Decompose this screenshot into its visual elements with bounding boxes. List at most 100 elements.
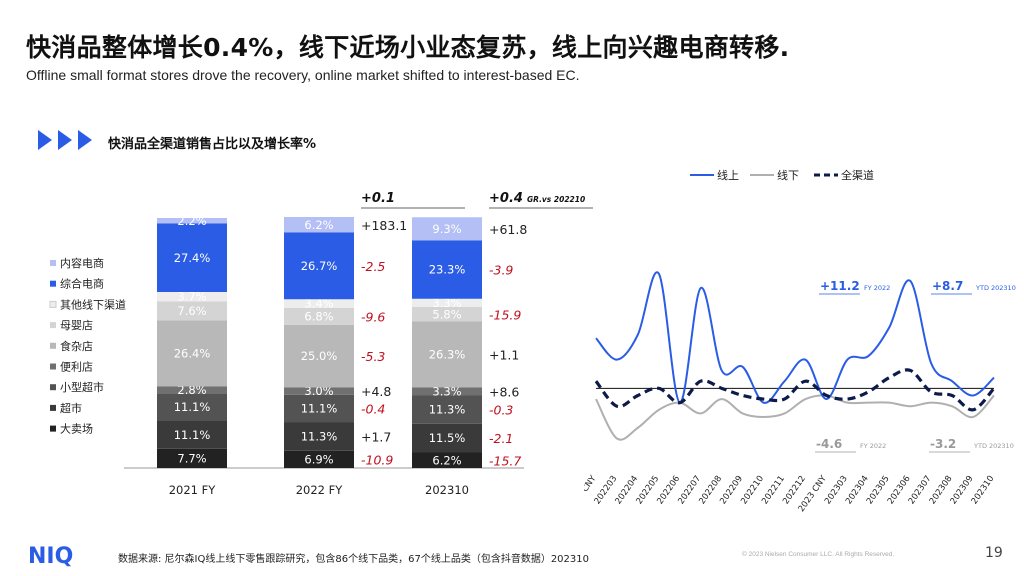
bar-data-label: 3.3%	[432, 384, 461, 398]
bar-data-label: 6.2%	[432, 453, 461, 467]
bar-data-label: 6.8%	[304, 309, 333, 323]
bar-segment	[284, 387, 354, 395]
series-line-total	[594, 368, 996, 412]
growth-header: +0.4	[489, 191, 523, 206]
bar-segment	[412, 298, 482, 307]
legend-swatch	[50, 342, 56, 349]
legend-swatch	[49, 300, 57, 308]
growth-value: -3.9	[489, 263, 513, 278]
x-tick-label: 2022 FY	[296, 483, 344, 497]
growth-value: -2.1	[489, 431, 513, 446]
section-title: 快消品全渠道销售占比以及增长率%	[108, 137, 317, 152]
annotation-note: YTD 202310	[973, 442, 1014, 450]
bar-segment	[157, 386, 227, 394]
legend-label: 大卖场	[60, 422, 93, 436]
legend-label: 其他线下渠道	[60, 297, 126, 311]
svg-text:NIQ: NIQ	[28, 544, 73, 567]
bar-data-label: 5.8%	[432, 307, 461, 321]
bar-segment	[284, 232, 354, 300]
growth-value: -0.3	[489, 403, 513, 418]
line-legend: 线上 线下 全渠道	[690, 168, 874, 182]
bar-data-label: 11.3%	[301, 430, 338, 444]
growth-header-note: GR.vs 202210	[527, 195, 585, 204]
bar-data-label: 2.2%	[177, 214, 206, 228]
bar-segment	[157, 301, 227, 321]
bar-segment	[412, 387, 482, 396]
bar-segment	[157, 421, 227, 449]
bar-data-label: 9.3%	[432, 222, 461, 236]
bar-data-label: 26.4%	[174, 346, 211, 360]
annotation-note: YTD 202310	[975, 284, 1016, 292]
bar-segment	[412, 217, 482, 241]
annotation-note: FY 2022	[860, 442, 886, 450]
niq-logo: NIQ	[28, 543, 88, 571]
page-number: 19	[985, 545, 1003, 561]
bar-data-label: 11.5%	[429, 431, 466, 445]
x-tick-label: 202310	[425, 483, 469, 497]
growth-value: +61.8	[489, 222, 527, 237]
bar-segment	[284, 307, 354, 325]
growth-value: -5.3	[361, 349, 385, 364]
bar-segment	[284, 450, 354, 468]
growth-value: -15.9	[489, 307, 521, 322]
legend-label: 线下	[777, 168, 799, 182]
bar-data-label: 7.6%	[177, 304, 206, 318]
bar-segment	[412, 240, 482, 299]
bar-data-label: 3.0%	[304, 384, 333, 398]
bar-data-label: 3.3%	[432, 296, 461, 310]
growth-value: +4.8	[361, 384, 391, 399]
bar-segment	[284, 422, 354, 451]
bar-segment	[412, 423, 482, 453]
bar-data-label: 6.9%	[304, 452, 333, 466]
bar-data-label: 26.3%	[429, 347, 466, 361]
bar-segment	[284, 217, 354, 233]
bar-data-label: 11.3%	[429, 403, 466, 417]
legend-label: 综合电商	[60, 277, 104, 291]
stacked-bar-chart: 7.7%11.1%11.1%2.8%26.4%7.6%3.7%27.4%2.2%…	[49, 191, 593, 497]
annotation-note: FY 2022	[864, 284, 890, 292]
growth-value: +1.1	[489, 347, 519, 362]
legend-swatch	[50, 260, 56, 266]
annotation-value: -4.6	[816, 437, 842, 451]
legend-label: 小型超市	[60, 380, 104, 394]
legend-swatch	[50, 384, 56, 391]
bar-segment	[412, 395, 482, 424]
bar-data-label: 27.4%	[174, 251, 211, 265]
bar-segment	[284, 324, 354, 388]
bar-data-label: 23.3%	[429, 263, 466, 277]
bar-data-label: 25.0%	[301, 349, 338, 363]
growth-value: +183.1	[361, 218, 407, 233]
source-note: 数据来源: 尼尔森IQ线上线下零售跟踪研究，包含86个线下品类，67个线上品类（…	[118, 554, 589, 565]
annotation-value: +8.7	[932, 279, 963, 293]
growth-value: -0.4	[361, 402, 385, 417]
legend-swatch	[50, 404, 56, 411]
bar-data-label: 26.7%	[301, 259, 338, 273]
legend-label: 线上	[717, 168, 739, 182]
bar-segment	[157, 223, 227, 292]
bar-data-label: 3.4%	[304, 297, 333, 311]
line-chart: 线上 线下 全渠道 +11.2 FY 2022 +8.7 YTD 202310 -4.6 FY …	[584, 168, 1016, 514]
legend-swatch	[50, 322, 56, 329]
bar-segment	[157, 393, 227, 421]
legend-swatch	[50, 363, 56, 370]
legend-swatch	[50, 280, 56, 287]
bar-segment	[157, 320, 227, 387]
bar-segment	[157, 218, 227, 224]
bar-segment	[157, 448, 227, 468]
growth-value: -2.5	[361, 259, 385, 274]
series-line-offline	[595, 394, 995, 441]
legend-label: 超市	[60, 401, 82, 415]
bar-data-label: 6.2%	[304, 218, 333, 232]
x-tick-label: 2021 FY	[169, 483, 217, 497]
annotation-value: +11.2	[820, 279, 860, 293]
bar-data-label: 3.7%	[177, 290, 206, 304]
bar-data-label: 11.1%	[174, 428, 211, 442]
growth-header: +0.1	[361, 191, 395, 206]
page-title: 快消品整体增长0.4%，线下近场小业态复苏，线上向兴趣电商转移.	[26, 33, 790, 62]
bar-segment	[157, 292, 227, 302]
bar-segment	[412, 307, 482, 322]
legend-label: 便利店	[60, 360, 93, 374]
legend-label: 母婴店	[60, 318, 93, 332]
bar-data-label: 11.1%	[301, 402, 338, 416]
